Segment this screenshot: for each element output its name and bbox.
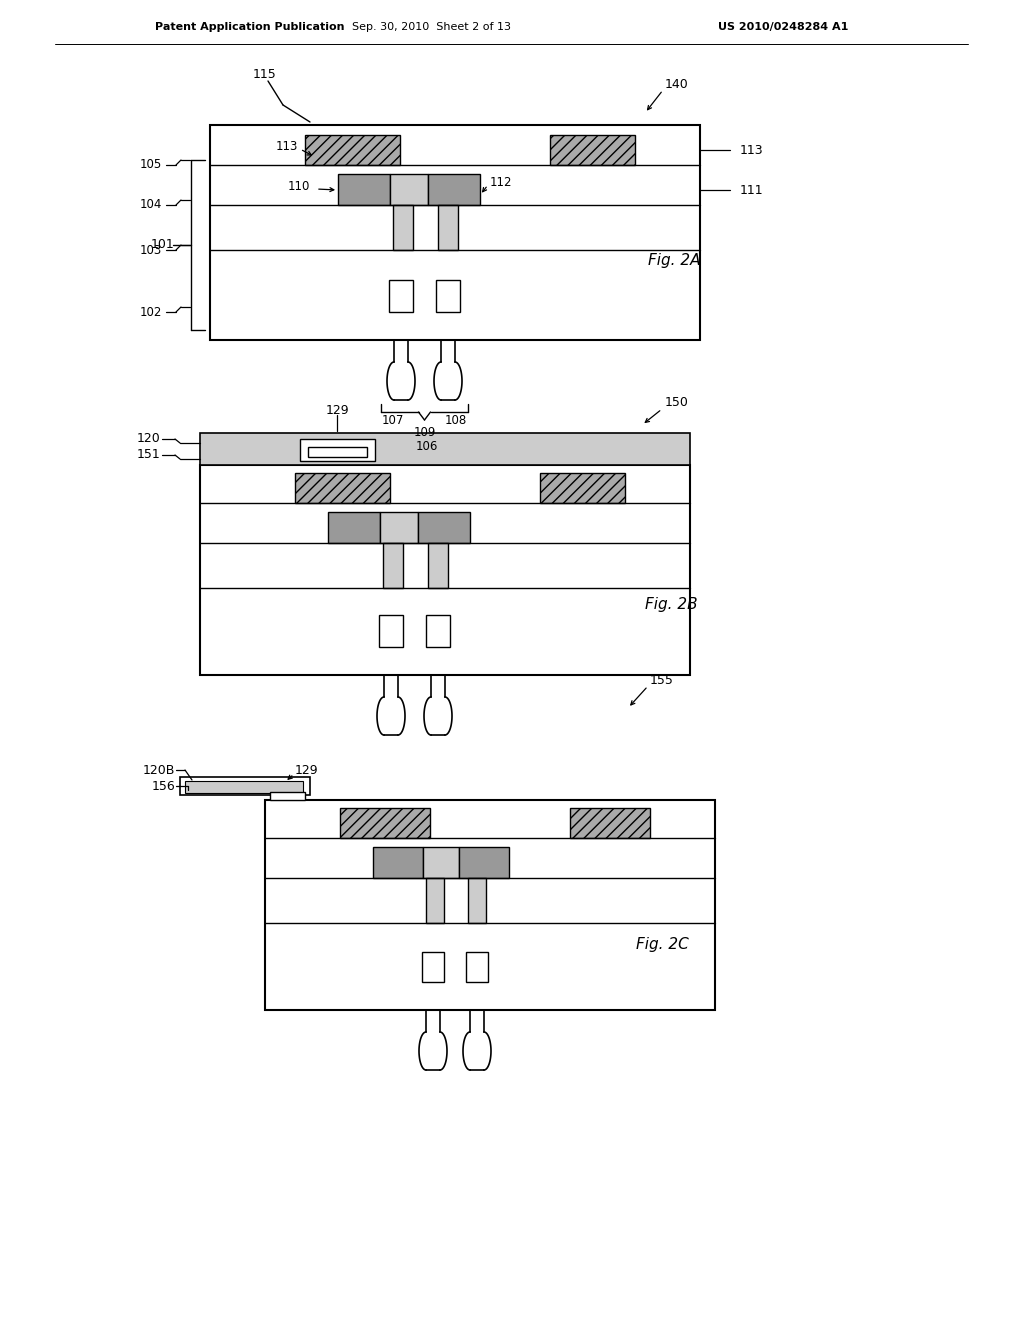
Text: 140: 140 (665, 78, 689, 91)
Bar (295, 473, 390, 503)
Bar (379, 615, 403, 647)
Bar (185, 781, 303, 793)
Bar (305, 135, 400, 165)
Text: 103: 103 (139, 243, 162, 256)
Bar (210, 125, 700, 341)
Bar (328, 512, 380, 543)
Text: 108: 108 (444, 413, 467, 426)
Text: Sep. 30, 2010  Sheet 2 of 13: Sep. 30, 2010 Sheet 2 of 13 (352, 22, 512, 32)
Text: Fig. 2C: Fig. 2C (636, 937, 689, 953)
Text: 101: 101 (152, 239, 175, 252)
Bar (300, 440, 375, 461)
Bar (180, 777, 310, 795)
Text: 109: 109 (414, 425, 435, 438)
Bar (550, 135, 635, 165)
Text: 115: 115 (253, 69, 276, 82)
Bar (426, 615, 450, 647)
Bar (426, 878, 444, 923)
Text: 120B: 120B (142, 763, 175, 776)
Text: Fig. 2B: Fig. 2B (645, 598, 697, 612)
Text: 150: 150 (665, 396, 689, 409)
Bar (423, 847, 459, 878)
Bar (380, 512, 418, 543)
Bar (308, 447, 367, 457)
Bar (540, 473, 625, 503)
Bar (570, 808, 650, 838)
Bar (265, 800, 715, 1010)
Text: Fig. 2A: Fig. 2A (648, 252, 700, 268)
Text: 113: 113 (275, 140, 298, 153)
Bar (390, 174, 428, 205)
Text: US 2010/0248284 A1: US 2010/0248284 A1 (718, 22, 848, 32)
Bar (438, 205, 458, 249)
Text: 110: 110 (288, 181, 310, 194)
Text: 106: 106 (416, 440, 437, 453)
Bar (459, 847, 509, 878)
Text: 129: 129 (295, 763, 318, 776)
Text: 112: 112 (490, 177, 512, 190)
Text: 120: 120 (136, 433, 160, 446)
Bar (200, 433, 690, 465)
Bar (340, 808, 430, 838)
Text: 111: 111 (740, 183, 764, 197)
Text: 105: 105 (139, 158, 162, 172)
Bar (466, 952, 488, 982)
Bar (383, 543, 403, 587)
Bar (338, 174, 390, 205)
Bar (373, 847, 423, 878)
Bar (428, 543, 449, 587)
Bar (270, 792, 305, 800)
Text: 113: 113 (740, 144, 764, 157)
Bar (436, 280, 460, 312)
Text: 151: 151 (136, 449, 160, 462)
Bar (393, 205, 413, 249)
Text: 102: 102 (139, 305, 162, 318)
Bar (422, 952, 444, 982)
Text: 129: 129 (326, 404, 349, 417)
Text: 104: 104 (139, 198, 162, 211)
Text: 107: 107 (382, 413, 404, 426)
Bar (389, 280, 413, 312)
Text: 155: 155 (650, 673, 674, 686)
Bar (468, 878, 486, 923)
Text: Patent Application Publication: Patent Application Publication (155, 22, 344, 32)
Bar (200, 465, 690, 675)
Bar (418, 512, 470, 543)
Text: 156: 156 (152, 780, 175, 792)
Bar (428, 174, 480, 205)
